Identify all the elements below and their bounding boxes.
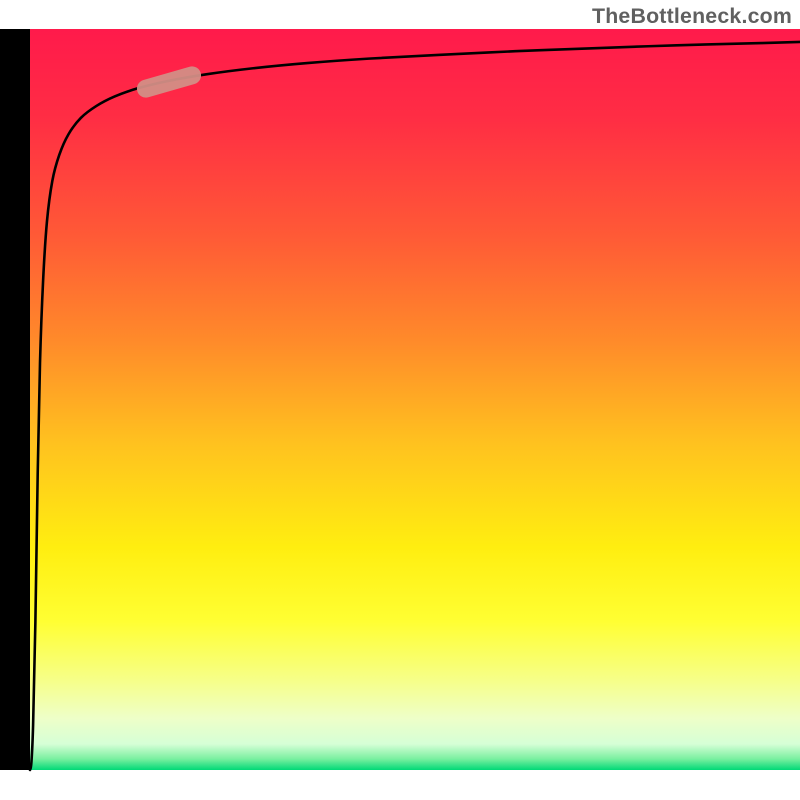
chart-stage: TheBottleneck.com — [0, 0, 800, 800]
watermark-text: TheBottleneck.com — [592, 4, 792, 29]
bottleneck-curve — [0, 0, 800, 800]
curve-path — [30, 42, 800, 770]
